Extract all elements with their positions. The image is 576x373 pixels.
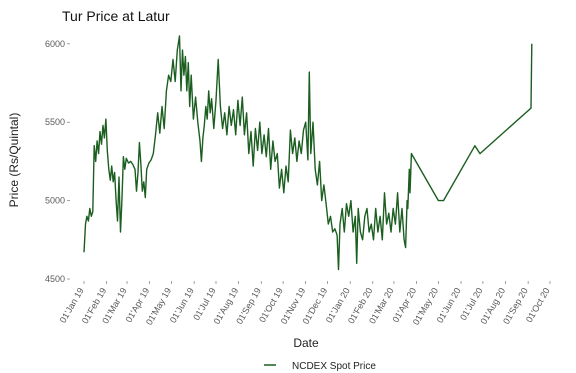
y-tick-label: 5000 — [45, 196, 65, 206]
legend-label: NCDEX Spot Price — [292, 361, 376, 372]
y-axis: 4500 5000 5500 6000 — [45, 39, 70, 284]
legend: NCDEX Spot Price — [264, 361, 376, 372]
series-line — [83, 35, 533, 271]
y-tick-label: 4500 — [45, 274, 65, 284]
y-axis-title: Price (Rs/Quintal) — [7, 113, 21, 208]
y-tick-label: 6000 — [45, 39, 65, 49]
plot-area — [83, 35, 533, 271]
y-tick-label: 5500 — [45, 117, 65, 127]
chart-title: Tur Price at Latur — [62, 8, 170, 24]
x-axis-title: Date — [293, 336, 319, 350]
